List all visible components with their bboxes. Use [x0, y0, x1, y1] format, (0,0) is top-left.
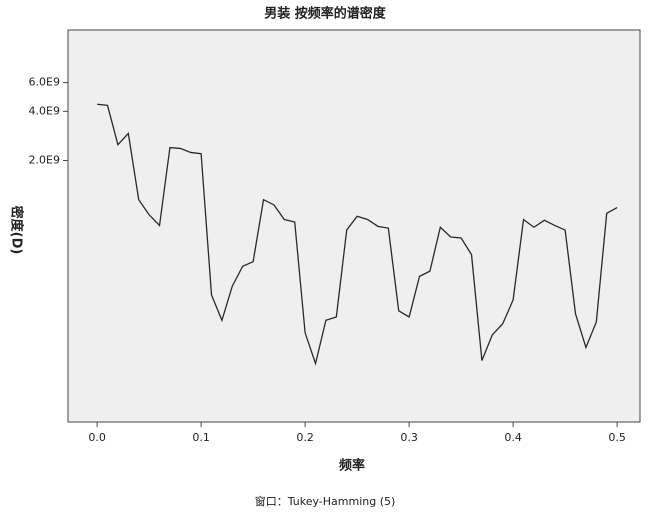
- y-axis-label: 密度(D): [9, 205, 25, 255]
- x-tick-label: 0.2: [296, 431, 314, 444]
- chart-title: 男装 按频率的谱密度: [264, 6, 387, 22]
- y-tick-label: 6.0E9: [29, 76, 60, 89]
- x-tick-label: 0.3: [400, 431, 418, 444]
- x-tick-label: 0.5: [608, 431, 626, 444]
- x-tick-label: 0.4: [504, 431, 522, 444]
- x-tick-label: 0.0: [88, 431, 106, 444]
- caption: 窗口：Tukey-Hamming (5): [255, 494, 396, 508]
- plot-area: [67, 29, 641, 423]
- x-axis-label: 频率: [339, 458, 365, 474]
- y-tick-label: 2.0E9: [29, 153, 60, 166]
- y-tick-label: 4.0E9: [29, 104, 60, 117]
- line: [97, 103, 618, 366]
- x-tick-label: 0.1: [192, 431, 210, 444]
